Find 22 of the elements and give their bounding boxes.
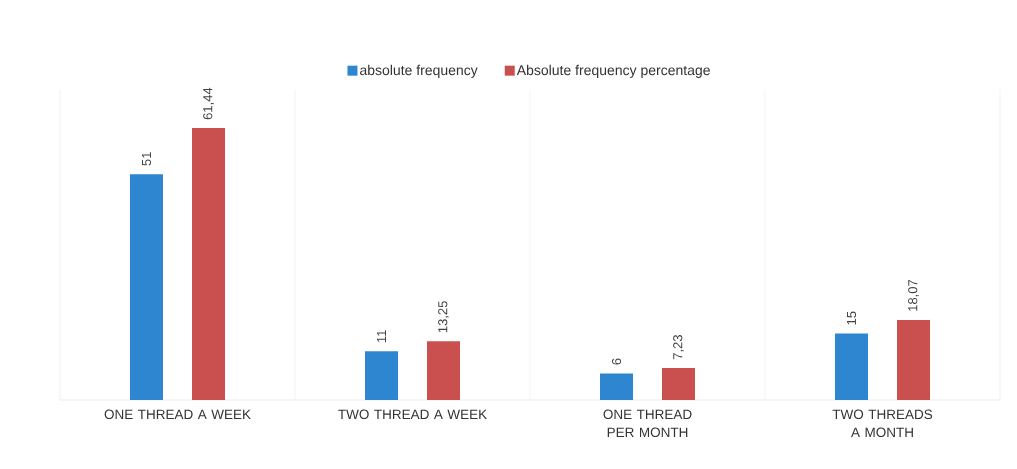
- bar: [365, 351, 398, 400]
- data-label: 11: [377, 330, 386, 343]
- bar: [130, 174, 163, 400]
- data-label: 51: [141, 152, 152, 166]
- x-tick-label: TWO THREAD A WEEK: [338, 409, 487, 420]
- x-tick-label: TWO THREADS A MONTH: [832, 409, 933, 438]
- x-tick-label: ONE THREAD A WEEK: [104, 409, 251, 420]
- bar: [192, 128, 225, 400]
- data-label: 7,23: [673, 335, 684, 360]
- bar: [600, 373, 634, 400]
- data-label: 13,25: [438, 301, 449, 333]
- bar: [835, 333, 868, 400]
- data-label: 15: [846, 311, 857, 325]
- legend-label: Absolute frequency percentage: [516, 64, 710, 78]
- data-label: 18,07: [908, 279, 919, 311]
- legend-label: absolute frequency: [360, 64, 478, 78]
- bar: [427, 341, 460, 400]
- bar: [897, 320, 930, 400]
- data-label: 61,44: [203, 87, 214, 120]
- data-label: 6: [611, 358, 622, 365]
- x-tick-label: ONE THREAD PER MONTH: [603, 409, 692, 438]
- bar: [662, 368, 696, 400]
